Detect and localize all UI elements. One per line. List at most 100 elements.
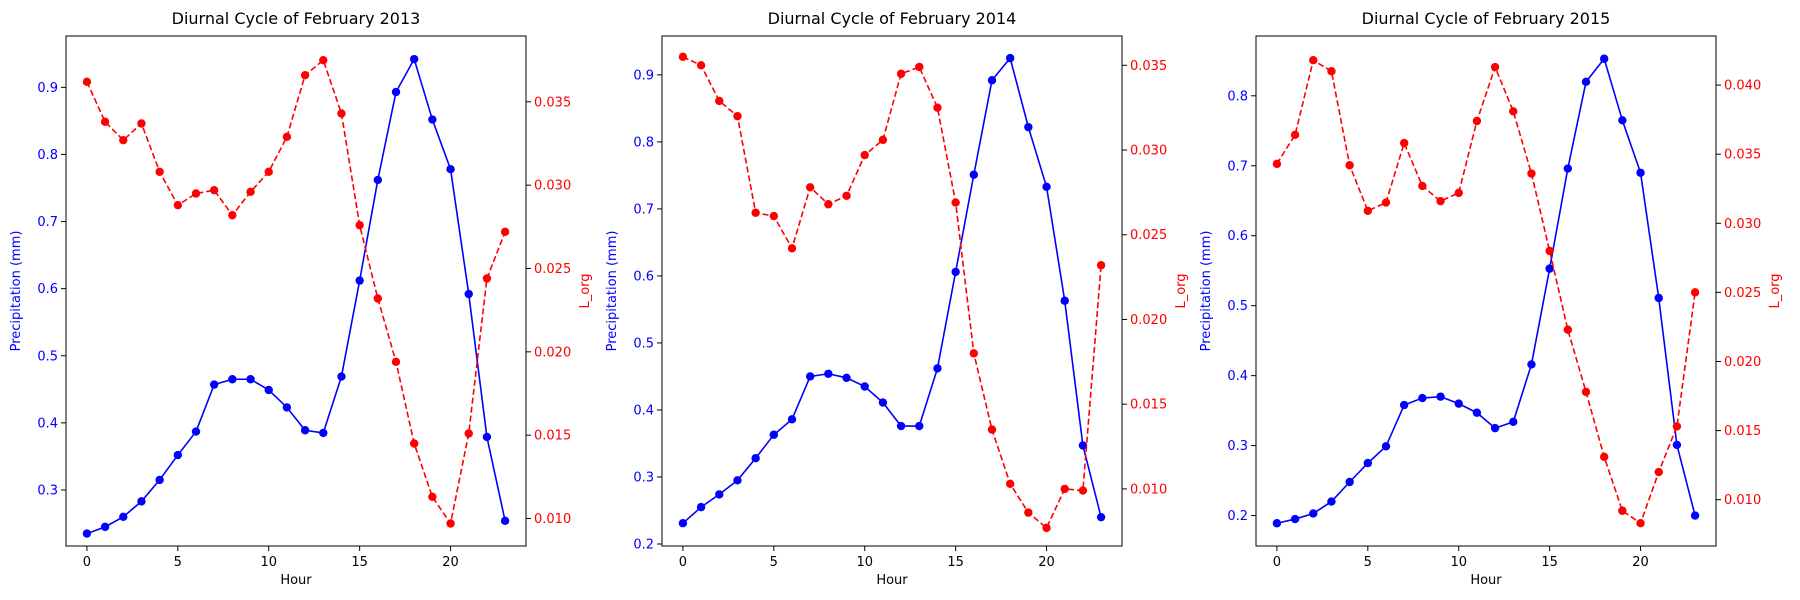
precipitation-point [987,76,997,85]
l-org-point [951,198,960,207]
x-tick-label: 0 [83,555,91,570]
l-org-point [769,211,779,221]
l-org-point [1272,159,1282,169]
l-org-point [300,70,310,80]
precipitation-point [1454,399,1463,408]
precipitation-point [409,54,419,64]
x-axis-label: Hour [1470,573,1502,588]
x-tick-label: 5 [174,555,182,570]
l-org-point [1078,486,1088,495]
l-org-point [1309,55,1318,65]
left-y-tick-label: 0.6 [1227,229,1248,244]
right-y-tick-label: 0.025 [534,262,571,277]
l-org-point [355,220,364,230]
precipitation-point [228,375,237,384]
right-y-tick-label: 0.030 [1724,217,1761,232]
precipitation-point [1545,264,1554,273]
l-org-point [173,200,183,210]
precipitation-point [1327,497,1336,506]
right-y-tick-label: 0.035 [1130,59,1167,74]
precipitation-point [337,372,346,381]
x-tick-label: 20 [1038,555,1055,570]
precipitation-point [1690,511,1700,520]
precipitation-point [1654,293,1663,303]
x-axis-label: Hour [876,573,908,588]
left-y-tick-label: 0.7 [1227,159,1248,174]
l-org-point [264,167,273,177]
precipitation-point [696,502,706,512]
x-tick-label: 0 [679,555,687,570]
l-org-point [100,117,110,127]
precipitation-point [1309,509,1318,518]
precipitation-point [391,87,401,97]
precipitation-point [1381,442,1391,451]
l-org-point [733,111,742,121]
chart-panel-3: Diurnal Cycle of February 2015 0 5 10 15 20 Ho… [1199,9,1783,588]
precipitation-point [1363,458,1373,468]
l-org-point [1654,467,1663,477]
left-y-tick-label: 0.6 [37,282,58,297]
left-y-tick-label: 0.5 [633,336,654,351]
l-org-point [715,96,724,106]
l-org-point [1472,116,1482,126]
precipitation-point [119,512,128,522]
l-org-point [500,227,510,237]
precipitation-point [1618,116,1627,125]
x-tick-label: 10 [1450,555,1467,570]
l-org-point [1690,288,1700,297]
precipitation-series-line [1276,57,1696,525]
precipitation-point [282,403,292,412]
right-y-tick-label: 0.010 [1724,493,1761,508]
x-tick-label: 10 [260,555,277,570]
l-org-point [319,55,328,65]
precipitation-point [951,267,960,277]
chart-title: Diurnal Cycle of February 2015 [1362,9,1611,28]
precipitation-point [464,289,473,299]
left-y-tick-label: 0.4 [633,403,654,418]
chart-panel-1: Diurnal Cycle of February 2013 0 5 10 15 20 Ho… [9,9,593,588]
l-org-point [696,61,706,70]
precipitation-point [751,454,760,463]
precipitation-point [1472,408,1482,417]
right-y-tick-label: 0.035 [534,95,571,110]
l-org-point [137,119,146,128]
x-tick-label: 5 [1364,555,1372,570]
right-y-tick-label: 0.020 [534,345,571,360]
right-y-tick-label: 0.020 [1724,355,1761,370]
l-org-point [1599,452,1609,462]
left-y-tick-label: 0.4 [37,416,58,431]
l-org-point [1636,519,1645,528]
precipitation-point [1527,360,1536,369]
left-y-tick-label: 0.6 [633,269,654,284]
precipitation-point [824,369,833,378]
l-org-point [409,439,419,448]
left-y-tick-label: 0.3 [633,470,654,485]
right-y-tick-label: 0.010 [1130,482,1167,497]
l-org-point [1363,206,1373,216]
l-org-point [1096,261,1106,270]
right-y-tick-label: 0.035 [1724,148,1761,163]
right-y-tick-label: 0.025 [1724,286,1761,301]
precipitation-series-line [682,56,1102,524]
left-y-tick-label: 0.9 [633,68,654,83]
precipitation-point [355,276,364,285]
precipitation-point [933,364,942,373]
precipitation-point [300,426,310,435]
precipitation-point [191,427,201,436]
l-org-point [1563,325,1573,334]
l-org-point [282,132,292,142]
left-y-tick-label: 0.8 [37,148,58,163]
x-tick-label: 10 [856,555,873,570]
precipitation-point [787,415,797,424]
l-org-point [805,183,815,192]
precipitation-point [1399,400,1409,410]
left-y-tick-label: 0.8 [633,135,654,150]
precipitation-point [1581,77,1591,87]
precipitation-point [1078,441,1088,450]
right-y-tick-label: 0.015 [534,429,571,444]
right-y-axis-label: L_org [1174,273,1189,308]
precipitation-point [1005,53,1015,63]
l-org-point [1545,246,1554,256]
